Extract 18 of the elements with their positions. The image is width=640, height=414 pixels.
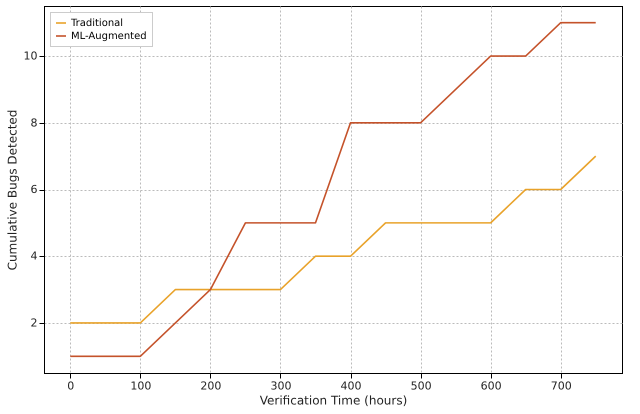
x-tick-label: 100 <box>130 380 152 392</box>
legend-label: Traditional <box>70 18 124 29</box>
x-axis-title: Verification Time (hours) <box>260 394 408 408</box>
legend-label: ML-Augmented <box>71 31 147 42</box>
line-series <box>69 155 597 324</box>
x-tick-label: 0 <box>67 380 74 392</box>
x-tick-label: 300 <box>270 380 292 392</box>
y-tick-label: 6 <box>30 183 38 196</box>
x-tick-label: 400 <box>340 380 362 392</box>
x-tick-label: 500 <box>410 380 432 392</box>
y-tick-label: 8 <box>30 116 38 130</box>
y-tick-label: 2 <box>30 316 38 330</box>
x-tick-label: 600 <box>480 380 502 392</box>
y-axis-title: Cumulative Bugs Detected <box>6 110 20 270</box>
y-tick-label: 10 <box>24 50 38 63</box>
x-tick-label: 700 <box>550 380 572 392</box>
x-tick-label: 200 <box>200 380 222 392</box>
y-tick-label: 4 <box>30 250 38 263</box>
